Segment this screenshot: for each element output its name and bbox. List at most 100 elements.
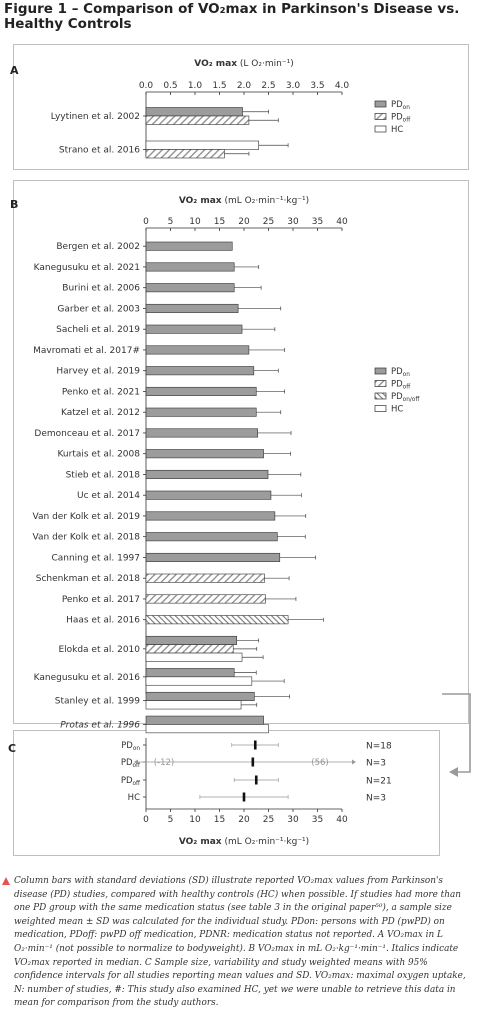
panel-c-letter: C — [8, 742, 16, 755]
bar-pdon — [145, 407, 257, 417]
legend-label-pdon: PDon — [391, 367, 410, 378]
x-tick-label: 20 — [238, 217, 250, 227]
bar-pdoff — [145, 573, 265, 583]
ci-arrow-left-icon — [134, 759, 138, 765]
row-label-hc: HC — [128, 793, 140, 803]
study-label: Protas et al. 1996 — [60, 720, 140, 730]
x-tick-label: 10 — [189, 217, 201, 227]
x-tick-label: 25 — [263, 217, 274, 227]
bar-pdon — [145, 428, 259, 438]
bar-pdon — [145, 668, 235, 678]
bar-hc — [145, 676, 253, 686]
bar-hc — [145, 652, 243, 662]
x-tick-label: 3.5 — [310, 81, 324, 91]
legend-swatch-hc — [374, 405, 387, 412]
figure-caption: Column bars with standard deviations (SD… — [2, 875, 469, 1011]
panel-c-box — [13, 730, 440, 856]
x-axis-label: VO₂ max (mL O₂·min⁻¹·kg⁻¹) — [179, 196, 309, 206]
bar-hc — [145, 140, 259, 150]
study-label: Schenkman et al. 2018 — [36, 574, 141, 584]
bar-pdon — [145, 386, 257, 396]
x-tick-label: 20 — [238, 815, 250, 825]
study-label: Haas et al. 2016 — [66, 616, 140, 626]
x-tick-label: 5 — [168, 217, 174, 227]
elbow-arrow-icon — [442, 693, 471, 777]
x-tick-label: 2.0 — [237, 81, 252, 91]
legend-label-pdoff: PDoff — [391, 380, 411, 391]
panel-b-letter: B — [10, 198, 18, 211]
study-label: Burini et al. 2006 — [62, 284, 140, 294]
study-label: Demonceau et al. 2017 — [34, 429, 140, 439]
row-label-pdon: PDon — [121, 741, 140, 752]
n-label: N=3 — [366, 794, 386, 804]
study-label: Kanegusuku et al. 2021 — [34, 263, 140, 273]
n-label: N=3 — [366, 759, 386, 769]
bar-pdon-off — [145, 615, 289, 625]
study-label: Van der Kolk et al. 2018 — [33, 533, 141, 543]
legend-label-pdon: PDon — [391, 100, 410, 111]
row-label-pdoff: PDoff — [121, 776, 141, 787]
study-label: Kurtais et al. 2008 — [57, 450, 140, 460]
panel-a-letter: A — [10, 64, 19, 77]
x-tick-label: 0 — [143, 815, 149, 825]
legend-swatch-hc — [374, 125, 387, 133]
bar-pdon — [145, 552, 281, 562]
n-label: N=18 — [366, 742, 392, 752]
bar-pdon — [145, 449, 264, 459]
study-label: Katzel et al. 2012 — [61, 408, 140, 418]
study-label: Penko et al. 2021 — [62, 387, 140, 397]
panel-c-chart: C 0 5 10 15 20 25 30 35 40 VO₂ max (mL O₂·min⁻¹·kg… — [8, 738, 392, 847]
bar-pdon — [145, 262, 235, 272]
bar-pdoff — [145, 115, 250, 125]
x-tick-label: 3.0 — [286, 81, 301, 91]
x-tick-label: 0 — [143, 217, 149, 227]
study-label: Stanley et al. 1999 — [55, 697, 141, 707]
x-tick-label: 30 — [287, 815, 299, 825]
bar-pdon — [145, 635, 237, 645]
bar-pdon — [145, 345, 250, 355]
x-tick-label: 4.0 — [335, 81, 350, 91]
n-label: N=21 — [366, 777, 392, 787]
bar-pdon — [145, 511, 276, 521]
x-tick-label: 40 — [336, 815, 348, 825]
study-label: Uc et al. 2014 — [77, 491, 140, 501]
study-label: Penko et al. 2017 — [62, 595, 140, 605]
mean-marker — [254, 775, 258, 785]
study-label: Strano et al. 2016 — [59, 146, 140, 156]
mean-marker — [251, 757, 255, 767]
bar-pdon — [145, 303, 239, 313]
study-label: Van der Kolk et al. 2019 — [33, 512, 141, 522]
study-label: Stieb et al. 2018 — [66, 470, 141, 480]
bar-pdon — [145, 241, 233, 251]
x-tick-label: 1.5 — [212, 81, 226, 91]
bar-pdon — [145, 691, 255, 701]
bar-pdoff — [145, 644, 234, 654]
panel-a-chart: A VO₂ max (L O₂·min⁻¹) 0.0 0.5 1.0 1.5 2.0 2.5 3… — [10, 59, 411, 159]
study-label: Elokda et al. 2010 — [58, 645, 140, 655]
study-label: Sacheli et al. 2019 — [56, 325, 140, 335]
legend-label-hc: HC — [391, 125, 403, 135]
caption-text: Column bars with standard deviations (SD… — [14, 876, 469, 1009]
legend-swatch-pdon — [374, 100, 387, 108]
x-tick-label: 1.0 — [188, 81, 203, 91]
bar-pdon — [145, 283, 235, 293]
legend-label-pdon-off: PDon/off — [391, 392, 420, 403]
x-tick-label: 15 — [214, 815, 225, 825]
bar-hc — [145, 700, 242, 710]
bar-pdon — [145, 715, 264, 725]
x-tick-label: 40 — [336, 217, 348, 227]
x-tick-label: 0.5 — [163, 81, 177, 91]
ci-upper-label: (56) — [311, 758, 328, 768]
bar-pdon — [145, 107, 243, 117]
study-label: Mavromati et al. 2017# — [33, 346, 140, 356]
legend-label-hc: HC — [391, 405, 403, 415]
x-tick-label: 5 — [168, 815, 174, 825]
bar-pdoff — [145, 149, 225, 159]
x-tick-label: 35 — [312, 217, 323, 227]
x-axis-label: VO₂ max (mL O₂·min⁻¹·kg⁻¹) — [179, 837, 309, 847]
x-tick-label: 30 — [287, 217, 299, 227]
panel-b-chart: B VO₂ max (mL O₂·min⁻¹·kg⁻¹) 0 5 10 15 20 25 30 3… — [10, 196, 420, 734]
x-tick-label: 25 — [263, 815, 274, 825]
legend-swatch-pdoff — [374, 380, 387, 387]
ci-arrow-right-icon — [352, 759, 356, 765]
